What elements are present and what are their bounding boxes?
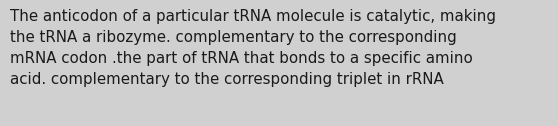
Text: The anticodon of a particular tRNA molecule is catalytic, making
the tRNA a ribo: The anticodon of a particular tRNA molec… xyxy=(10,9,496,87)
